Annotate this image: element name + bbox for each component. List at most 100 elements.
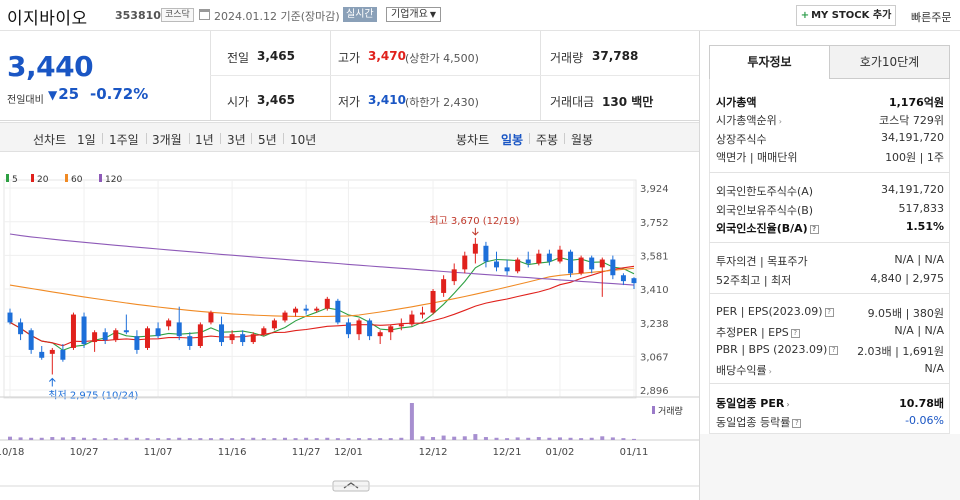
candle-body (356, 320, 362, 335)
chevron-right-icon[interactable]: › (768, 367, 772, 376)
help-icon[interactable]: ? (790, 328, 800, 338)
help-icon[interactable]: ? (824, 307, 834, 317)
change-rate: -0.72% (90, 85, 149, 103)
info-label-text: 투자의견 | 목표주가 (716, 255, 808, 268)
info-value: N/A | N/A (894, 324, 944, 337)
price-chart[interactable]: 3,924 3,752 3,581 3,410 3,238 3,067 2,896 10/18… (0, 152, 700, 500)
info-row: 시가총액순위 › 코스닥 729위 (716, 110, 944, 128)
x-tick-label: 11/27 (292, 447, 321, 458)
candle-body (18, 322, 24, 335)
candle-body (92, 332, 98, 343)
candle-body (197, 324, 203, 346)
change-amount: ▼25 (48, 85, 79, 103)
volume-bar (409, 403, 414, 440)
chevron-right-icon[interactable]: › (778, 117, 782, 126)
info-row: 외국인한도주식수(A) 34,191,720 (716, 181, 944, 199)
volume-bar (452, 436, 457, 440)
help-icon[interactable]: ? (809, 224, 819, 234)
line-chart-label[interactable]: 선차트 (33, 133, 67, 147)
info-label-text: 동일업종 등락률 (716, 416, 791, 429)
y-tick-label: 3,581 (640, 251, 669, 262)
y-tick-label: 3,410 (640, 285, 669, 296)
info-label-text: PER | EPS(2023.09) (716, 305, 823, 318)
legend-swatch (65, 174, 68, 182)
company-overview-button[interactable]: 기업개요 ▼ (386, 7, 441, 22)
candle-daily[interactable]: 일봉 (501, 133, 524, 147)
x-tick-label: 10/18 (0, 447, 24, 458)
info-label: 상장주식수 (716, 131, 767, 147)
period-3y[interactable]: 3년 (227, 133, 246, 147)
info-label: 외국인소진율(B/A)? (716, 220, 819, 236)
live-badge[interactable]: 실시간 (343, 7, 377, 22)
add-mystock-button[interactable]: + MY STOCK 추가 (796, 5, 896, 26)
company-overview-label: 기업개요 (391, 9, 428, 20)
candle-body (388, 326, 394, 333)
prev-close-label: 전일 (227, 51, 250, 65)
chevron-right-icon[interactable]: › (786, 400, 790, 409)
candle-body (208, 312, 214, 323)
candle-body (123, 330, 129, 333)
divider (699, 31, 700, 500)
candle-body (472, 243, 478, 254)
info-label: 외국인보유주식수(B) (716, 202, 813, 218)
volume-bar (156, 438, 161, 440)
volume-bar (230, 438, 235, 440)
low-annotation: 최저 2,975 (10/24) (48, 389, 138, 401)
legend-label: 60 (71, 175, 83, 185)
candle-body (367, 320, 373, 337)
info-label-text: 외국인한도주식수(A) (716, 185, 814, 198)
info-label-text: 시가총액 (716, 96, 757, 109)
period-1y[interactable]: 1년 (195, 133, 214, 147)
period-10y[interactable]: 10년 (290, 133, 317, 147)
tab-orderbook[interactable]: 호가10단계 (829, 45, 950, 79)
volume-bar (71, 437, 76, 440)
volume-bar (505, 438, 510, 440)
info-row: PER | EPS(2023.09)? 9.05배 | 380원 (716, 303, 944, 321)
ma60-line (9, 267, 635, 318)
candle-chart-label[interactable]: 봉차트 (456, 133, 490, 147)
candle-body (578, 257, 584, 274)
candle-body (166, 320, 172, 327)
info-label-text: 외국인소진율(B/A) (716, 222, 808, 235)
help-icon[interactable]: ? (829, 345, 839, 355)
volume-bar (632, 438, 636, 440)
info-label: PBR | BPS (2023.09)? (716, 343, 839, 356)
legend-swatch (6, 174, 9, 182)
quick-order-link[interactable]: 빠른주문 (911, 11, 952, 24)
high-label: 고가 (338, 51, 361, 65)
volume-bar (251, 437, 256, 440)
info-label: 추정PER | EPS? (716, 324, 800, 340)
candle-body (282, 312, 288, 321)
volume-bar (388, 438, 393, 440)
tab-investment-info[interactable]: 투자정보 (709, 45, 830, 79)
price-summary: 3,440 전일대비 ▼25 -0.72% 전일 3,465 고가 3,470 … (0, 31, 700, 121)
candle-body (494, 261, 500, 268)
candle-monthly[interactable]: 월봉 (571, 133, 594, 147)
investment-info-panel (709, 79, 950, 434)
period-1w[interactable]: 1주일 (109, 133, 139, 147)
candle-body (345, 322, 351, 335)
info-value: 10.78배 (899, 397, 944, 410)
volume-bar (579, 438, 584, 440)
volume-bar (240, 438, 245, 440)
info-value: 517,833 (898, 202, 945, 215)
period-1d[interactable]: 1일 (77, 133, 96, 147)
candle-weekly[interactable]: 주봉 (536, 133, 559, 147)
volume-bar (8, 436, 12, 440)
period-5y[interactable]: 5년 (258, 133, 277, 147)
volume-bar (261, 438, 266, 440)
y-tick-label: 3,752 (640, 218, 669, 229)
candle-body (70, 314, 76, 348)
ma120-line (9, 233, 635, 286)
help-icon[interactable]: ? (792, 418, 802, 428)
stock-code: 353810 (115, 9, 161, 22)
period-3m[interactable]: 3개월 (152, 133, 182, 147)
amount-label: 거래대금 (550, 95, 595, 109)
divider (146, 133, 147, 144)
candle-body (430, 290, 436, 313)
divider (529, 133, 530, 144)
info-value: -0.06% (905, 414, 944, 427)
stock-header: 이지바이오 353810 코스닥 2024.01.12 기준(장마감) 실시간 … (0, 0, 960, 31)
info-label-text: 동일업종 PER (716, 397, 785, 410)
volume-bar (103, 438, 108, 440)
